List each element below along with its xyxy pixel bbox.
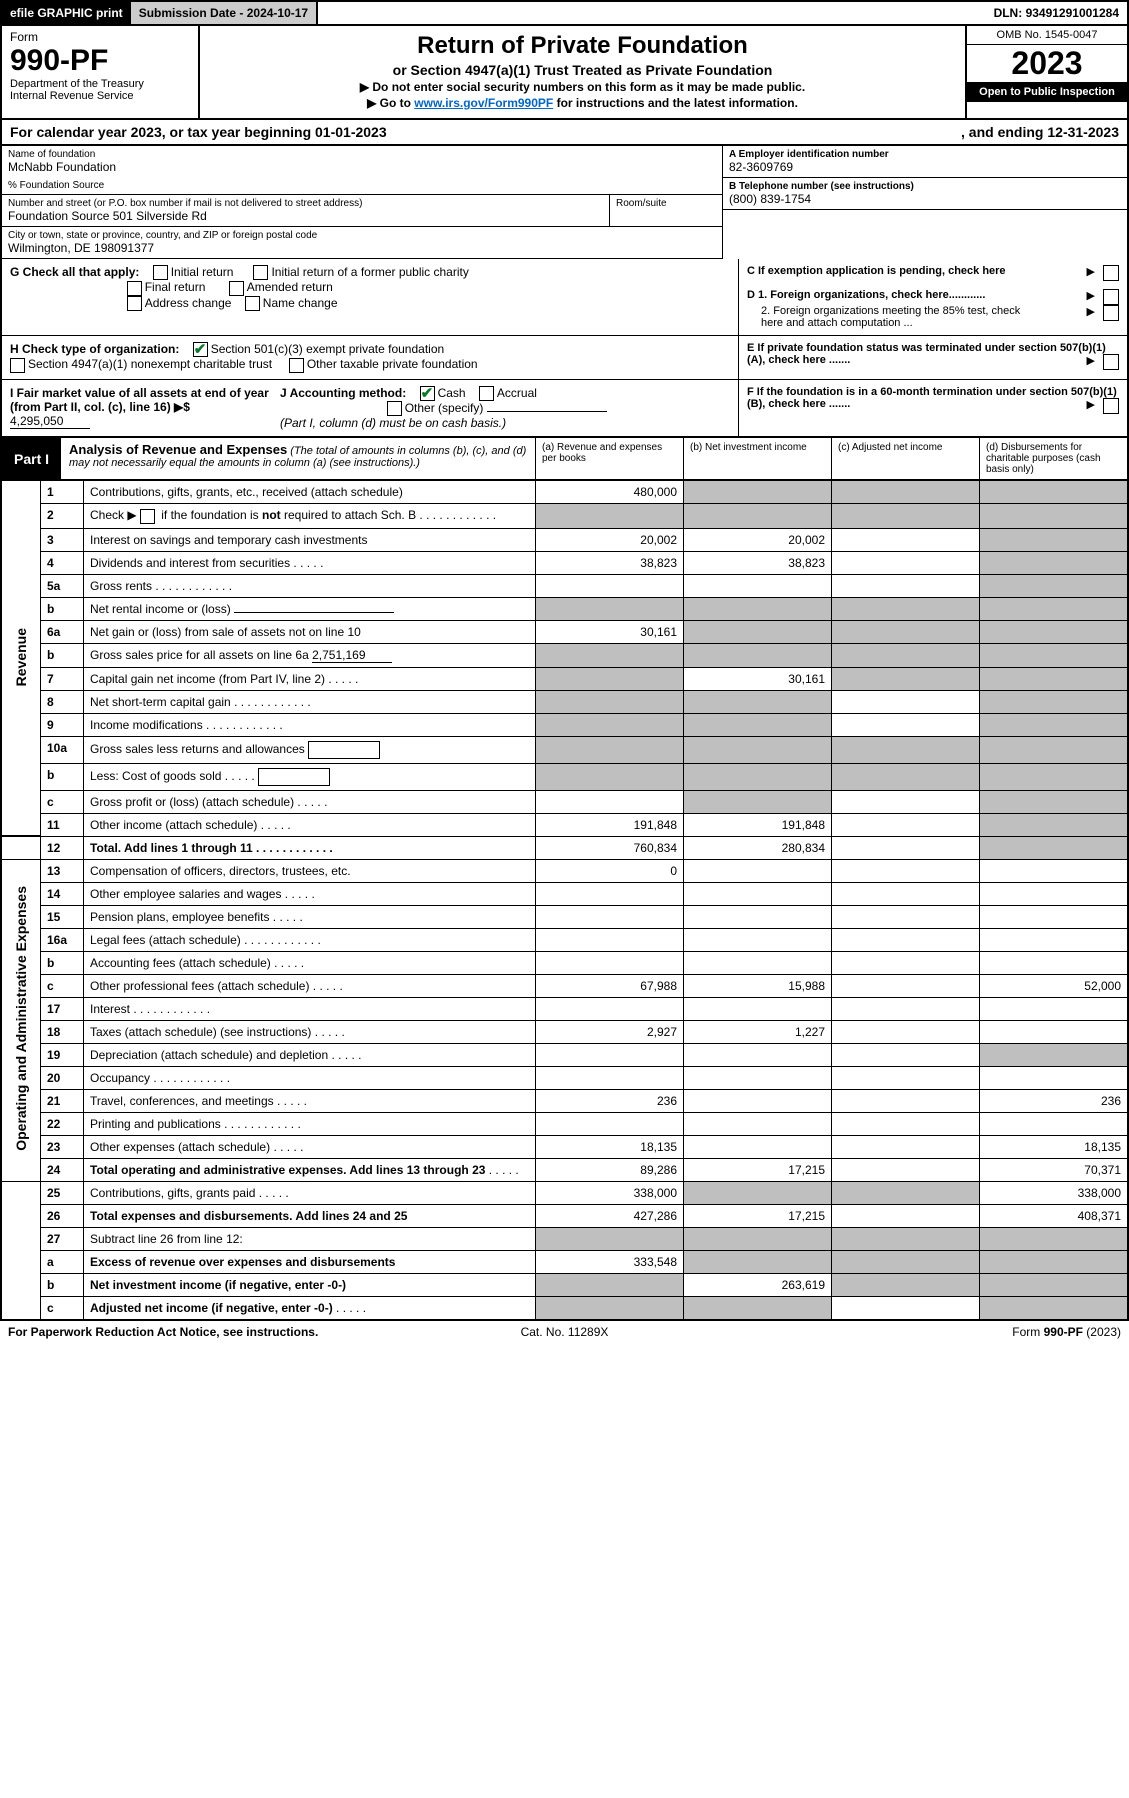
form-title-block: Return of Private Foundation or Section …	[200, 26, 965, 118]
table-row: 22Printing and publications	[1, 1112, 1128, 1135]
table-row: 9 Income modifications	[1, 713, 1128, 736]
d1-label: D 1. Foreign organizations, check here..…	[747, 289, 985, 301]
table-row: bNet investment income (if negative, ent…	[1, 1273, 1128, 1296]
form-year-block: OMB No. 1545-0047 2023 Open to Public In…	[965, 26, 1127, 118]
chk-amended-return[interactable]	[229, 281, 244, 296]
table-row: 5a Gross rents	[1, 574, 1128, 597]
topbar: efile GRAPHIC print Submission Date - 20…	[0, 0, 1129, 26]
chk-f[interactable]	[1103, 398, 1119, 414]
chk-4947a1[interactable]	[10, 358, 25, 373]
table-row: 23Other expenses (attach schedule) 18,13…	[1, 1135, 1128, 1158]
col-d-hdr: (d) Disbursements for charitable purpose…	[979, 438, 1127, 479]
table-row: 15Pension plans, employee benefits	[1, 905, 1128, 928]
part1-table: Revenue 1 Contributions, gifts, grants, …	[0, 480, 1129, 1320]
chk-sch-b[interactable]	[140, 509, 155, 524]
table-row: aExcess of revenue over expenses and dis…	[1, 1250, 1128, 1273]
expenses-sidelabel: Operating and Administrative Expenses	[13, 886, 29, 1151]
table-row: c Gross profit or (loss) (attach schedul…	[1, 790, 1128, 813]
table-row: 10a Gross sales less returns and allowan…	[1, 736, 1128, 763]
page-title: Return of Private Foundation	[208, 32, 957, 60]
row-g-c: G Check all that apply: Initial return I…	[0, 259, 1129, 336]
table-row: 6a Net gain or (loss) from sale of asset…	[1, 620, 1128, 643]
chk-initial-return-former[interactable]	[253, 265, 268, 280]
table-row: 18Taxes (attach schedule) (see instructi…	[1, 1020, 1128, 1043]
col-a-hdr: (a) Revenue and expenses per books	[535, 438, 683, 479]
table-row: 20Occupancy	[1, 1066, 1128, 1089]
tax-year-row: For calendar year 2023, or tax year begi…	[0, 120, 1129, 146]
chk-other-method[interactable]	[387, 401, 402, 416]
chk-501c3[interactable]	[193, 342, 208, 357]
table-row: 8 Net short-term capital gain	[1, 690, 1128, 713]
row-h-e: H Check type of organization: Section 50…	[0, 336, 1129, 380]
chk-initial-return[interactable]	[153, 265, 168, 280]
table-row: 25Contributions, gifts, grants paid 338,…	[1, 1181, 1128, 1204]
fmv-value: 4,295,050	[10, 414, 90, 429]
chk-d1[interactable]	[1103, 289, 1119, 305]
phone-row: B Telephone number (see instructions) (8…	[723, 178, 1127, 210]
j-label: J Accounting method:	[280, 386, 406, 400]
page-footer: For Paperwork Reduction Act Notice, see …	[0, 1321, 1129, 1343]
table-row: 11 Other income (attach schedule) 191,84…	[1, 813, 1128, 836]
table-row: 26Total expenses and disbursements. Add …	[1, 1204, 1128, 1227]
form-id-block: Form 990-PF Department of the Treasury I…	[2, 26, 200, 118]
col-c-hdr: (c) Adjusted net income	[831, 438, 979, 479]
city-row: City or town, state or province, country…	[2, 227, 722, 259]
table-row: 14Other employee salaries and wages	[1, 882, 1128, 905]
form-link[interactable]: www.irs.gov/Form990PF	[414, 96, 553, 110]
chk-c[interactable]	[1103, 265, 1119, 281]
chk-address-change[interactable]	[127, 296, 142, 311]
efile-label[interactable]: efile GRAPHIC print	[2, 2, 131, 24]
foundation-name: Name of foundation McNabb Foundation % F…	[2, 146, 722, 195]
chk-cash[interactable]	[420, 386, 435, 401]
c-label: C If exemption application is pending, c…	[747, 265, 1006, 277]
chk-name-change[interactable]	[245, 296, 260, 311]
table-row: bAccounting fees (attach schedule)	[1, 951, 1128, 974]
chk-other-taxable[interactable]	[289, 358, 304, 373]
e-label: E If private foundation status was termi…	[747, 342, 1106, 366]
revenue-sidelabel: Revenue	[13, 628, 29, 686]
part1-header: Part I Analysis of Revenue and Expenses …	[0, 438, 1129, 480]
g-label: G Check all that apply:	[10, 265, 139, 279]
table-row: 3 Interest on savings and temporary cash…	[1, 528, 1128, 551]
d2-label: 2. Foreign organizations meeting the 85%…	[747, 305, 1041, 329]
table-row: cAdjusted net income (if negative, enter…	[1, 1296, 1128, 1320]
part1-badge: Part I	[2, 438, 61, 479]
table-row: Operating and Administrative Expenses 13…	[1, 859, 1128, 882]
table-row: b Net rental income or (loss)	[1, 597, 1128, 620]
col-b-hdr: (b) Net investment income	[683, 438, 831, 479]
chk-accrual[interactable]	[479, 386, 494, 401]
table-row: b Gross sales price for all assets on li…	[1, 643, 1128, 667]
submission-date: Submission Date - 2024-10-17	[131, 2, 318, 24]
address-row: Number and street (or P.O. box number if…	[2, 195, 722, 227]
table-row: 27Subtract line 26 from line 12:	[1, 1227, 1128, 1250]
info-block: Name of foundation McNabb Foundation % F…	[0, 146, 1129, 259]
form-header: Form 990-PF Department of the Treasury I…	[0, 26, 1129, 120]
table-row: 17Interest	[1, 997, 1128, 1020]
table-row: 7 Capital gain net income (from Part IV,…	[1, 667, 1128, 690]
table-row: 2 Check ▶ if the foundation is not requi…	[1, 504, 1128, 528]
chk-e[interactable]	[1103, 354, 1119, 370]
table-row: b Less: Cost of goods sold	[1, 763, 1128, 790]
table-row: 24Total operating and administrative exp…	[1, 1158, 1128, 1181]
row-ij-f: I Fair market value of all assets at end…	[0, 380, 1129, 439]
table-row: 12 Total. Add lines 1 through 11 760,834…	[1, 836, 1128, 859]
i-label: I Fair market value of all assets at end…	[10, 386, 269, 414]
table-row: 16aLegal fees (attach schedule)	[1, 928, 1128, 951]
chk-final-return[interactable]	[127, 281, 142, 296]
chk-d2[interactable]	[1103, 305, 1119, 321]
ein-row: A Employer identification number 82-3609…	[723, 146, 1127, 178]
dln: DLN: 93491291001284	[986, 2, 1127, 24]
h-label: H Check type of organization:	[10, 342, 179, 356]
f-label: F If the foundation is in a 60-month ter…	[747, 386, 1117, 410]
table-row: 21Travel, conferences, and meetings 236 …	[1, 1089, 1128, 1112]
table-row: cOther professional fees (attach schedul…	[1, 974, 1128, 997]
table-row: 4 Dividends and interest from securities…	[1, 551, 1128, 574]
table-row: Revenue 1 Contributions, gifts, grants, …	[1, 481, 1128, 504]
table-row: 19Depreciation (attach schedule) and dep…	[1, 1043, 1128, 1066]
